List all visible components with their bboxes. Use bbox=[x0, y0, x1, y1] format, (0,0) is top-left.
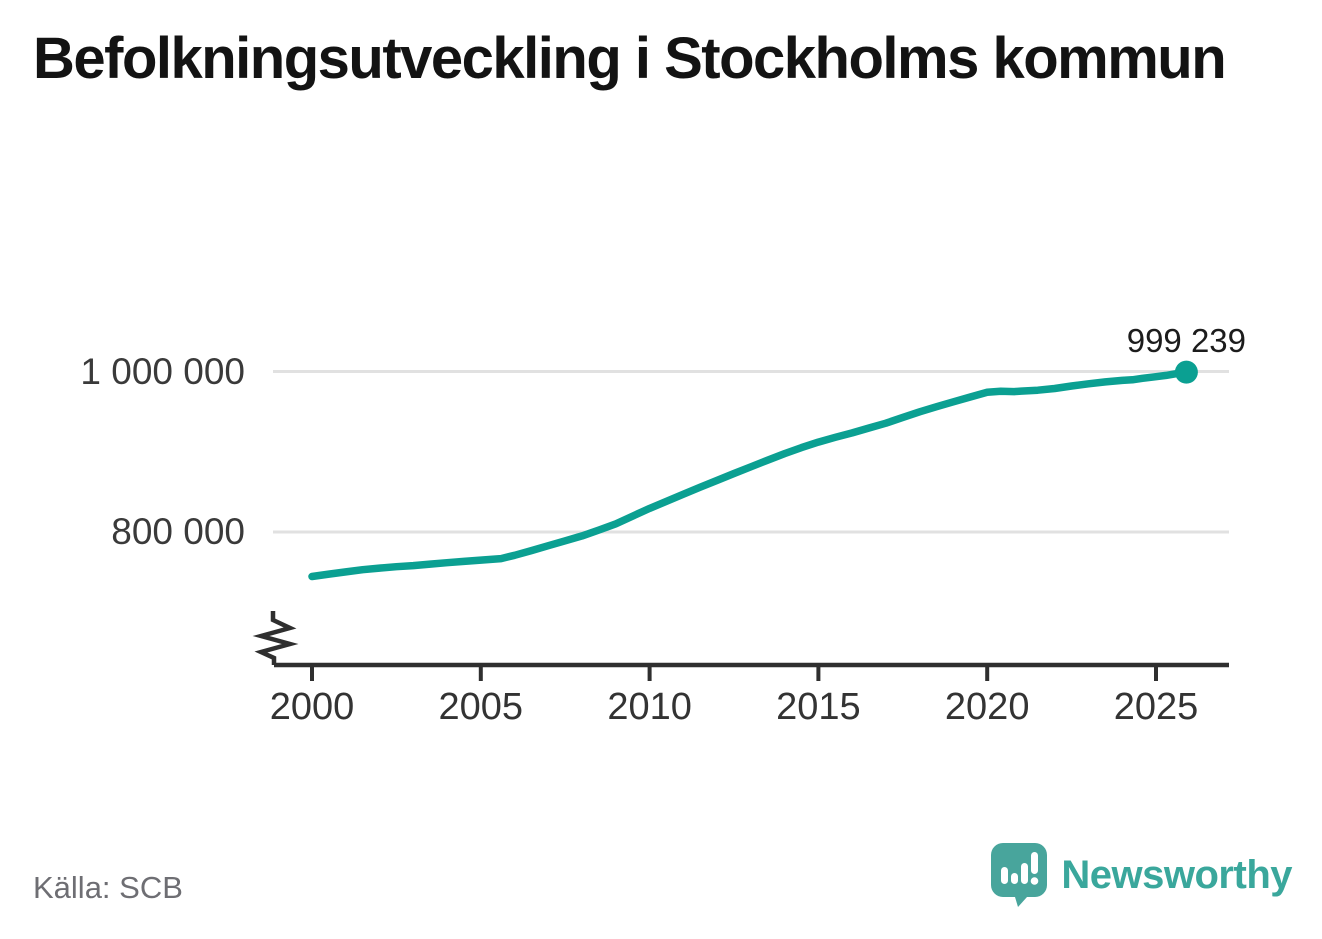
source-attribution: Källa: SCB bbox=[33, 870, 183, 905]
newsworthy-logo: Newsworthy bbox=[991, 843, 1292, 907]
speech-bubble-shape bbox=[991, 843, 1048, 907]
axis-break-zigzag bbox=[252, 611, 299, 665]
x-axis-tick-label: 2015 bbox=[776, 686, 861, 728]
x-axis-tick-label: 2020 bbox=[944, 686, 1030, 728]
y-axis-tick-label: 800 000 bbox=[111, 511, 245, 552]
x-axis-tick-label: 2025 bbox=[1113, 686, 1199, 728]
bar-3 bbox=[1021, 863, 1029, 884]
exclamation-stem bbox=[1031, 852, 1039, 874]
x-axis-tick-label: 2005 bbox=[438, 686, 524, 728]
bar-1 bbox=[1001, 867, 1009, 884]
bar-2 bbox=[1011, 873, 1019, 884]
x-axis-tick-label: 2000 bbox=[269, 686, 355, 728]
exclamation-dot bbox=[1031, 877, 1039, 885]
chart-title: Befolkningsutveckling i Stockholms kommu… bbox=[33, 26, 1227, 91]
last-value-data-label: 999 239 bbox=[1126, 322, 1247, 360]
y-axis-tick-label: 1 000 000 bbox=[80, 350, 245, 392]
population-line-series bbox=[308, 368, 1191, 581]
x-axis-tick-label: 2010 bbox=[607, 686, 692, 728]
newsworthy-logo-text: Newsworthy bbox=[1061, 852, 1292, 897]
last-value-marker bbox=[1174, 360, 1198, 384]
newsworthy-logo-icon bbox=[991, 843, 1048, 907]
